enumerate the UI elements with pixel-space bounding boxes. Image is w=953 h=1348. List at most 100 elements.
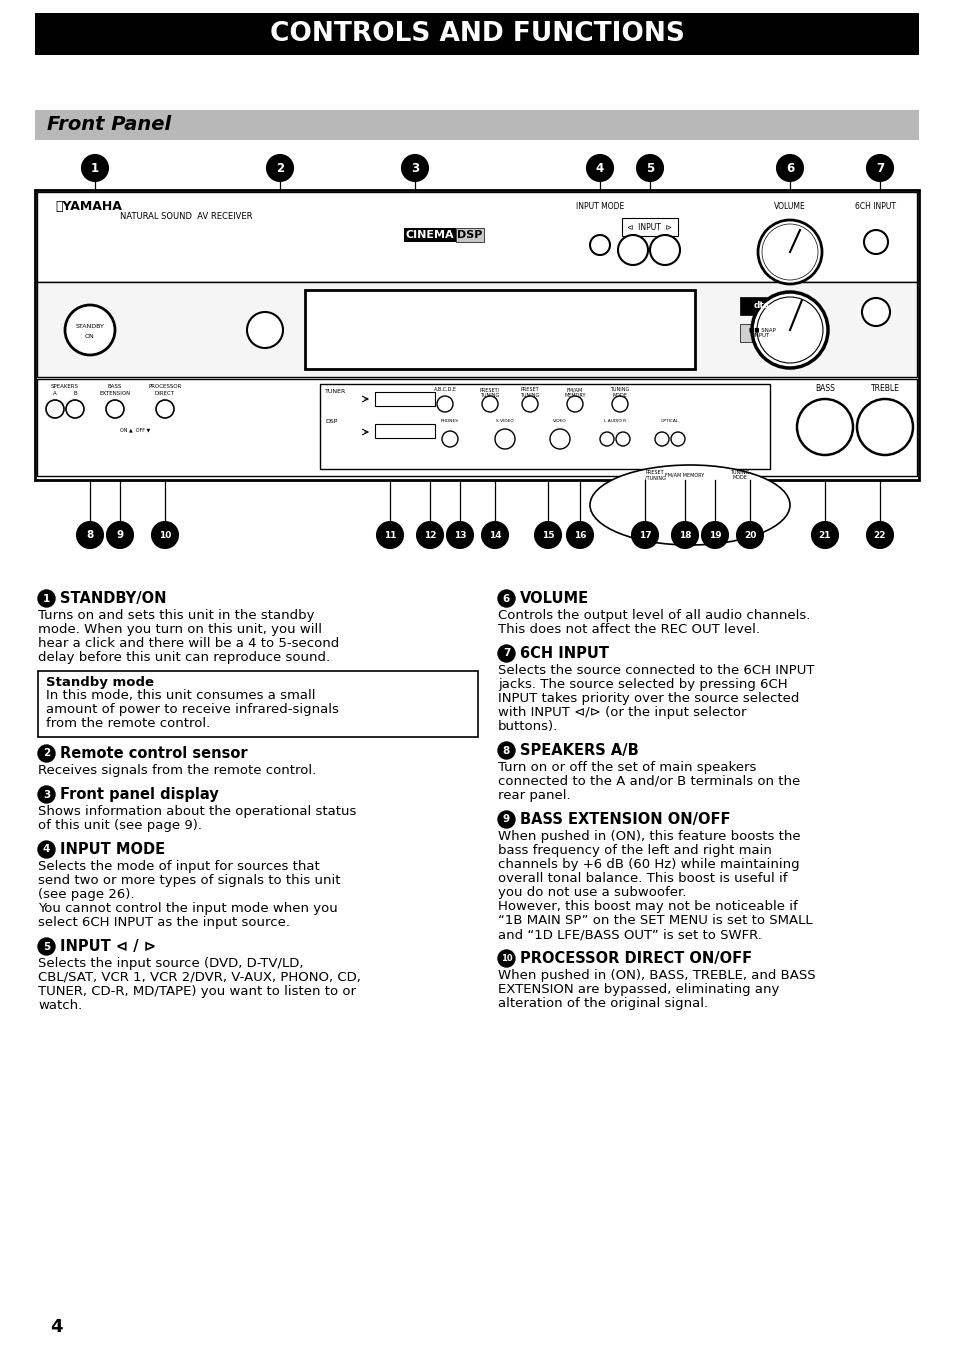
Text: SPEAKERS: SPEAKERS xyxy=(51,384,79,390)
Text: INPUT ⊲ / ⊳: INPUT ⊲ / ⊳ xyxy=(60,940,156,954)
Text: FM/AM MEMORY: FM/AM MEMORY xyxy=(664,473,704,477)
Text: TUNER: TUNER xyxy=(325,390,346,394)
Text: BASS: BASS xyxy=(814,384,834,394)
Circle shape xyxy=(737,522,762,549)
Circle shape xyxy=(497,811,515,828)
Circle shape xyxy=(481,522,507,549)
Text: 21: 21 xyxy=(818,531,830,539)
Bar xyxy=(35,190,918,480)
Text: 18: 18 xyxy=(678,531,691,539)
Circle shape xyxy=(566,522,593,549)
Text: PRESET/
TUNING: PRESET/ TUNING xyxy=(479,387,499,398)
Text: Selects the mode of input for sources that: Selects the mode of input for sources th… xyxy=(38,860,319,874)
Text: L AUDIO R: L AUDIO R xyxy=(603,419,625,423)
Circle shape xyxy=(863,231,887,253)
Text: of this unit (see page 9).: of this unit (see page 9). xyxy=(38,820,202,832)
Text: ⓈYAMAHA: ⓈYAMAHA xyxy=(55,200,122,213)
Text: 10: 10 xyxy=(158,531,171,539)
Text: 5: 5 xyxy=(645,162,654,174)
Text: 17: 17 xyxy=(638,531,651,539)
Circle shape xyxy=(38,590,55,607)
Text: BASS: BASS xyxy=(108,384,122,390)
Text: CINEMA: CINEMA xyxy=(405,231,454,240)
Text: 9: 9 xyxy=(116,530,124,541)
Text: INPUT MODE: INPUT MODE xyxy=(60,842,165,857)
Text: 4: 4 xyxy=(43,844,51,855)
Text: STANDBY/ON: STANDBY/ON xyxy=(60,590,167,607)
Text: 6CH INPUT: 6CH INPUT xyxy=(519,646,608,661)
Text: In this mode, this unit consumes a small: In this mode, this unit consumes a small xyxy=(46,689,315,702)
Text: buttons).: buttons). xyxy=(497,720,558,733)
Circle shape xyxy=(751,293,827,368)
Text: 11: 11 xyxy=(383,531,395,539)
Circle shape xyxy=(447,522,473,549)
Circle shape xyxy=(776,155,802,181)
Circle shape xyxy=(156,400,173,418)
Circle shape xyxy=(761,224,817,280)
Circle shape xyxy=(535,522,560,549)
Text: When pushed in (ON), this feature boosts the: When pushed in (ON), this feature boosts… xyxy=(497,830,800,842)
Text: 8: 8 xyxy=(502,745,510,755)
Text: 20: 20 xyxy=(743,531,756,539)
Text: DIRECT: DIRECT xyxy=(154,391,174,396)
Text: mode. When you turn on this unit, you will: mode. When you turn on this unit, you wi… xyxy=(38,623,322,636)
Bar xyxy=(375,425,435,438)
Text: PROCESSOR DIRECT ON/OFF: PROCESSOR DIRECT ON/OFF xyxy=(519,950,751,967)
Text: you do not use a subwoofer.: you do not use a subwoofer. xyxy=(497,886,685,899)
Circle shape xyxy=(497,590,515,607)
Text: Front panel display: Front panel display xyxy=(60,787,218,802)
Text: bass frequency of the left and right main: bass frequency of the left and right mai… xyxy=(497,844,771,857)
Text: Turn on or off the set of main speakers: Turn on or off the set of main speakers xyxy=(497,762,756,774)
Bar xyxy=(37,191,916,282)
Text: STANDBY: STANDBY xyxy=(75,324,104,329)
Circle shape xyxy=(38,745,55,762)
Text: NATURAL SOUND  AV RECEIVER: NATURAL SOUND AV RECEIVER xyxy=(120,212,253,221)
Text: INPUT takes priority over the source selected: INPUT takes priority over the source sel… xyxy=(497,692,799,705)
Text: 15: 15 xyxy=(541,531,554,539)
Text: Selects the source connected to the 6CH INPUT: Selects the source connected to the 6CH … xyxy=(497,665,814,677)
Circle shape xyxy=(649,235,679,266)
Text: TUNING
MODE: TUNING MODE xyxy=(610,387,629,398)
Bar xyxy=(740,297,784,315)
Text: CBL/SAT, VCR 1, VCR 2/DVR, V-AUX, PHONO, CD,: CBL/SAT, VCR 1, VCR 2/DVR, V-AUX, PHONO,… xyxy=(38,971,360,984)
Text: hear a click and there will be a 4 to 5-second: hear a click and there will be a 4 to 5-… xyxy=(38,638,339,650)
Text: channels by +6 dB (60 Hz) while maintaining: channels by +6 dB (60 Hz) while maintain… xyxy=(497,857,799,871)
Text: VOLUME: VOLUME xyxy=(773,202,805,212)
Circle shape xyxy=(497,644,515,662)
Text: alteration of the original signal.: alteration of the original signal. xyxy=(497,998,707,1010)
Circle shape xyxy=(106,400,124,418)
Text: FM/AM
MEMORY: FM/AM MEMORY xyxy=(563,387,585,398)
Text: When pushed in (ON), BASS, TREBLE, and BASS: When pushed in (ON), BASS, TREBLE, and B… xyxy=(497,969,815,981)
Circle shape xyxy=(701,522,727,549)
Bar xyxy=(35,13,918,55)
Text: 2: 2 xyxy=(43,748,51,759)
Text: 10: 10 xyxy=(500,954,512,962)
Text: 2: 2 xyxy=(275,162,284,174)
Circle shape xyxy=(376,522,402,549)
Circle shape xyxy=(631,522,658,549)
Text: You cannot control the input mode when you: You cannot control the input mode when y… xyxy=(38,902,337,915)
Text: 4: 4 xyxy=(50,1318,63,1336)
Text: PHONES: PHONES xyxy=(440,419,458,423)
Text: Standby mode: Standby mode xyxy=(46,675,153,689)
Text: 3: 3 xyxy=(43,790,51,799)
Text: 16: 16 xyxy=(573,531,586,539)
Circle shape xyxy=(38,938,55,954)
Text: A: A xyxy=(53,391,57,396)
Text: 13: 13 xyxy=(454,531,466,539)
Text: amount of power to receive infrared-signals: amount of power to receive infrared-sign… xyxy=(46,704,338,716)
Text: TUNER, CD-R, MD/TAPE) you want to listen to or: TUNER, CD-R, MD/TAPE) you want to listen… xyxy=(38,985,355,998)
Text: ⊲  INPUT  ⊳: ⊲ INPUT ⊳ xyxy=(627,222,672,232)
Circle shape xyxy=(441,431,457,448)
Text: 19: 19 xyxy=(708,531,720,539)
Text: 8: 8 xyxy=(87,530,93,541)
Text: 1: 1 xyxy=(91,162,99,174)
Text: send two or more types of signals to this unit: send two or more types of signals to thi… xyxy=(38,874,340,887)
Text: Controls the output level of all audio channels.: Controls the output level of all audio c… xyxy=(497,609,809,621)
Text: Selects the input source (DVD, D-TV/LD,: Selects the input source (DVD, D-TV/LD, xyxy=(38,957,303,971)
Circle shape xyxy=(521,396,537,412)
Text: 9: 9 xyxy=(502,814,510,825)
Text: “1B MAIN SP” on the SET MENU is set to SMALL: “1B MAIN SP” on the SET MENU is set to S… xyxy=(497,914,812,927)
Circle shape xyxy=(550,429,569,449)
Circle shape xyxy=(497,741,515,759)
